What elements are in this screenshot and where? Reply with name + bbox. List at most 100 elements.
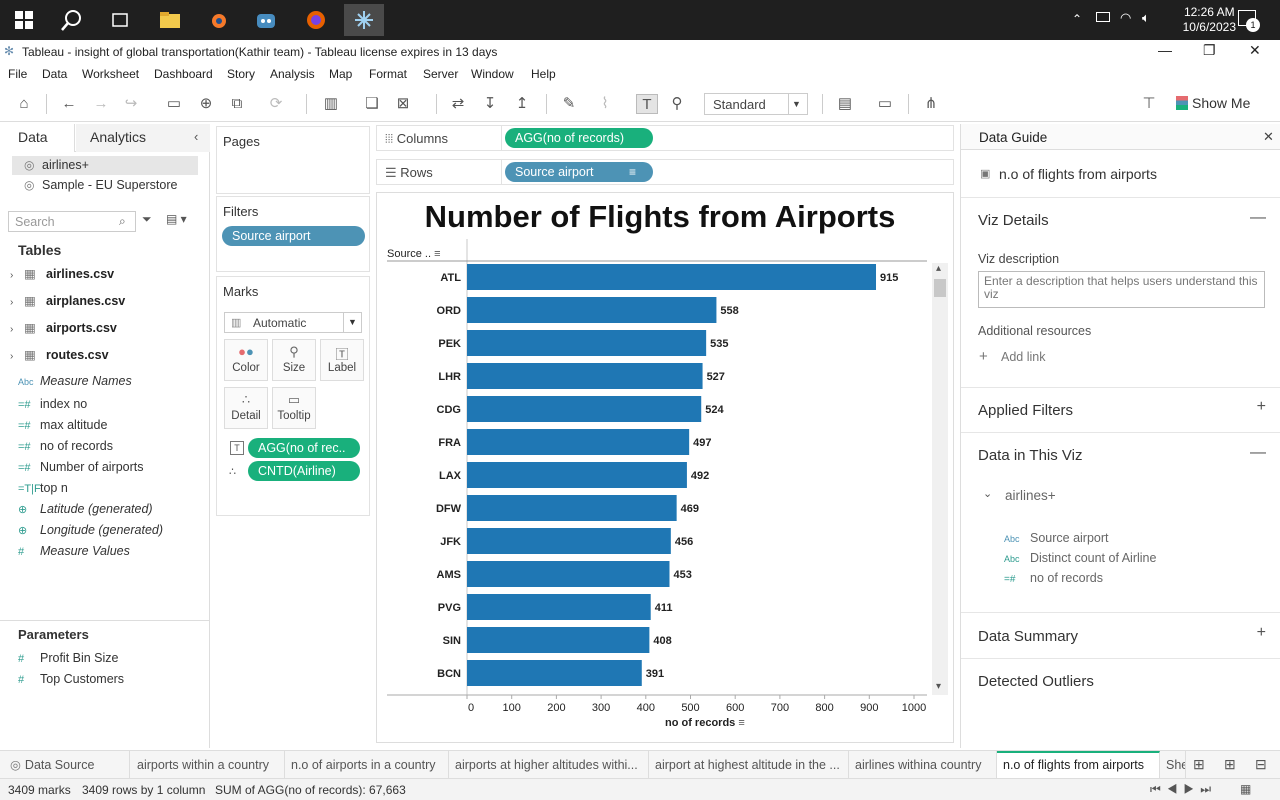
bar-pvg[interactable] [467, 594, 651, 620]
notifications-icon[interactable]: 1 [1238, 10, 1260, 32]
applied-filters-heading[interactable]: Applied Filters [978, 402, 1074, 419]
format-painter-icon[interactable]: ⊤ [1142, 95, 1156, 112]
field-measure-values[interactable]: # Measure Values [18, 544, 130, 558]
field-top-n[interactable]: =T|Ftop n [18, 481, 68, 495]
parameter-profit-bin-size[interactable]: # Profit Bin Size [18, 651, 119, 665]
clear-sheet-icon[interactable]: ⊠ [396, 95, 410, 112]
chevron-up-icon[interactable]: ⌃ [1072, 12, 1083, 26]
vertical-scrollbar[interactable]: ▴ ▾ [932, 263, 948, 695]
fix-axes-icon[interactable]: ⚲ [671, 95, 683, 112]
scroll-up-icon[interactable]: ▴ [936, 263, 942, 274]
highlight-icon[interactable]: ✎ [562, 95, 576, 112]
menu-file[interactable]: File [8, 67, 28, 81]
sheet-navigation-icons[interactable]: ⏮◀▶⏭ [1150, 782, 1218, 796]
tab-sheet[interactable]: airport at highest altitude in the ... [649, 751, 849, 779]
tab-analytics[interactable]: Analytics ‹ [76, 124, 210, 152]
tab-data[interactable]: Data [0, 124, 75, 152]
scroll-down-icon[interactable]: ▾ [936, 681, 942, 692]
menu-worksheet[interactable]: Worksheet [82, 67, 140, 81]
search-icon[interactable] [52, 4, 92, 36]
category-label[interactable]: BCN [437, 668, 461, 680]
field-longitude[interactable]: ⊕ Longitude (generated) [18, 523, 163, 537]
menu-help[interactable]: Help [531, 67, 556, 81]
tab-data-source[interactable]: ◎ Data Source [0, 751, 130, 779]
datasource-item-airlines[interactable]: ◎ airlines+ [12, 156, 198, 175]
save-icon[interactable]: ▭ [166, 95, 182, 112]
category-label[interactable]: DFW [436, 503, 462, 515]
mark-pill-agg-records[interactable]: AGG(no of rec.. [248, 438, 360, 458]
collapse-icon[interactable]: — [1250, 444, 1266, 461]
new-worksheet-icon[interactable]: ▥ [323, 95, 339, 112]
category-label[interactable]: AMS [437, 569, 461, 581]
new-dashboard-icon[interactable]: ⊞ [1224, 756, 1236, 772]
category-label[interactable]: SIN [443, 635, 461, 647]
task-view-icon[interactable] [100, 4, 140, 36]
viz-description-textarea[interactable]: Enter a description that helps users und… [978, 271, 1265, 308]
search-field[interactable]: Search ⌕ [8, 211, 136, 232]
replay-icon[interactable]: ↪ [124, 95, 138, 112]
bar-lax[interactable] [467, 462, 687, 488]
taskbar-clock[interactable]: 12:26 AM 10/6/2023 [1183, 5, 1236, 35]
bar-pek[interactable] [467, 330, 707, 356]
tab-sheet[interactable]: airports within a country [131, 751, 285, 779]
refresh-icon[interactable]: ⟳ [269, 95, 283, 112]
group-icon[interactable]: ⌇ [601, 95, 609, 112]
tab-sheet-active[interactable]: n.o of flights from airports [997, 751, 1160, 779]
bar-dfw[interactable] [467, 495, 677, 521]
swap-icon[interactable]: ⇄ [451, 95, 465, 112]
category-label[interactable]: PEK [438, 338, 461, 350]
firefox-icon[interactable] [296, 4, 336, 36]
bar-cdg[interactable] [467, 396, 702, 422]
category-label[interactable]: FRA [438, 437, 461, 449]
chevron-right-icon[interactable]: › [10, 324, 14, 335]
close-button[interactable]: ✕ [1249, 42, 1261, 58]
sort-icon[interactable]: ≡ [738, 717, 745, 729]
field-measure-names[interactable]: Abc Measure Names [18, 374, 132, 388]
tableau-taskbar-icon[interactable] [344, 4, 384, 36]
data-in-viz-heading[interactable]: Data in This Viz [978, 447, 1083, 464]
chevron-down-icon[interactable]: ⌄ [983, 488, 993, 500]
tab-sheet[interactable]: airlines withina country [849, 751, 997, 779]
filter-pill-source-airport[interactable]: Source airport [222, 226, 365, 246]
file-explorer-icon[interactable] [150, 4, 190, 36]
bar-fra[interactable] [467, 429, 690, 455]
mark-type-select[interactable]: ▥ Automatic ▼ [224, 312, 362, 333]
menu-analysis[interactable]: Analysis [270, 67, 315, 81]
presentation-mode-icon[interactable]: ▭ [877, 95, 893, 112]
bar-atl[interactable] [467, 264, 877, 290]
sheet-sorter-icon[interactable]: ▦ [1240, 782, 1252, 796]
tab-sheet[interactable]: She [1160, 751, 1186, 779]
parameter-top-customers[interactable]: # Top Customers [18, 672, 124, 686]
maximize-button[interactable]: ❐ [1203, 42, 1216, 58]
show-labels-icon[interactable]: T [636, 94, 658, 114]
menu-data[interactable]: Data [42, 67, 68, 81]
collapse-icon[interactable]: — [1250, 209, 1266, 226]
minimize-button[interactable]: — [1158, 42, 1172, 58]
table-airports[interactable]: › ▦ airports.csv [10, 320, 117, 335]
chevron-right-icon[interactable]: › [10, 297, 14, 308]
filters-card[interactable]: Filters Source airport [216, 196, 370, 272]
datasource-item-superstore[interactable]: ◎ Sample - EU Superstore [12, 176, 198, 195]
scrollbar-thumb[interactable] [934, 279, 946, 297]
sort-icon[interactable]: ≡ [434, 248, 441, 260]
plus-icon[interactable]: + [979, 348, 988, 365]
expand-icon[interactable]: + [1256, 624, 1266, 641]
show-cards-icon[interactable]: ▤ [837, 95, 853, 112]
blender-icon[interactable] [198, 4, 238, 36]
field-max-altitude[interactable]: =# max altitude [18, 418, 107, 432]
category-label[interactable]: CDG [437, 404, 461, 416]
fit-mode-select[interactable]: Standard ▼ [704, 93, 808, 115]
category-label[interactable]: LAX [439, 470, 462, 482]
new-story-icon[interactable]: ⊟ [1255, 756, 1267, 772]
bar-ams[interactable] [467, 561, 670, 587]
bar-ord[interactable] [467, 297, 717, 323]
rows-pill-source-airport[interactable]: Source airport ≡ [505, 162, 653, 182]
sort-descending-icon[interactable]: ↥ [515, 95, 529, 112]
speaker-icon[interactable]: 🔈︎ [1142, 10, 1150, 25]
mark-pill-cntd-airline[interactable]: CNTD(Airline) [248, 461, 360, 481]
table-routes[interactable]: › ▦ routes.csv [10, 347, 109, 362]
view-options-icon[interactable]: ▤ ▾ [166, 212, 187, 226]
close-icon[interactable]: ✕ [1263, 129, 1274, 144]
columns-shelf[interactable]: ⦙⦙⦙ Columns AGG(no of records) [376, 125, 954, 151]
new-worksheet-icon[interactable]: ⊞ [1193, 756, 1205, 772]
